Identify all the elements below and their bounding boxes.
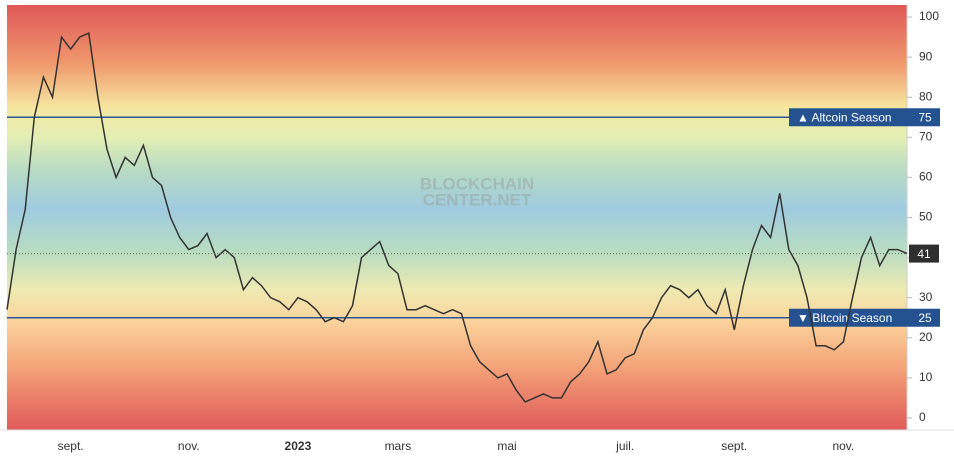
x-tick-label: mars xyxy=(385,439,412,453)
y-tick-label: 80 xyxy=(919,89,933,103)
y-tick-label: 50 xyxy=(919,210,933,224)
x-tick-label: sept. xyxy=(58,439,84,453)
watermark: CENTER.NET xyxy=(423,190,532,209)
x-tick-label: juil. xyxy=(615,439,634,453)
y-tick-label: 60 xyxy=(919,170,933,184)
x-tick-label: mai xyxy=(497,439,516,453)
x-tick-label: 2023 xyxy=(285,439,312,453)
y-tick-label: 30 xyxy=(919,290,933,304)
y-tick-label: 100 xyxy=(919,9,939,23)
y-tick-label: 90 xyxy=(919,49,933,63)
reference-label: ▲ Altcoin Season xyxy=(797,110,892,124)
reference-box xyxy=(789,308,940,327)
reference-value: 25 xyxy=(918,311,932,325)
x-tick-label: nov. xyxy=(832,439,854,453)
watermark: BLOCKCHAIN xyxy=(420,174,534,193)
y-tick-label: 20 xyxy=(919,330,933,344)
current-value-label: 41 xyxy=(917,247,931,261)
current-value-box xyxy=(909,244,939,263)
reference-value: 75 xyxy=(918,110,932,124)
y-tick-label: 0 xyxy=(919,410,926,424)
y-tick-label: 10 xyxy=(919,370,933,384)
reference-box xyxy=(789,108,940,127)
x-tick-label: sept. xyxy=(721,439,747,453)
plot-background xyxy=(7,5,907,430)
data-line xyxy=(6,32,908,403)
y-tick-label: 70 xyxy=(919,129,933,143)
x-tick-label: nov. xyxy=(178,439,200,453)
reference-label: ▼ Bitcoin Season xyxy=(797,311,892,325)
